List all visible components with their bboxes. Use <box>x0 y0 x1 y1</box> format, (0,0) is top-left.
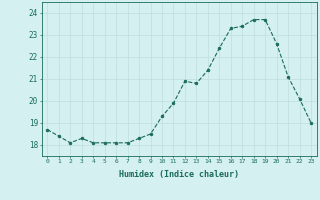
X-axis label: Humidex (Indice chaleur): Humidex (Indice chaleur) <box>119 170 239 179</box>
